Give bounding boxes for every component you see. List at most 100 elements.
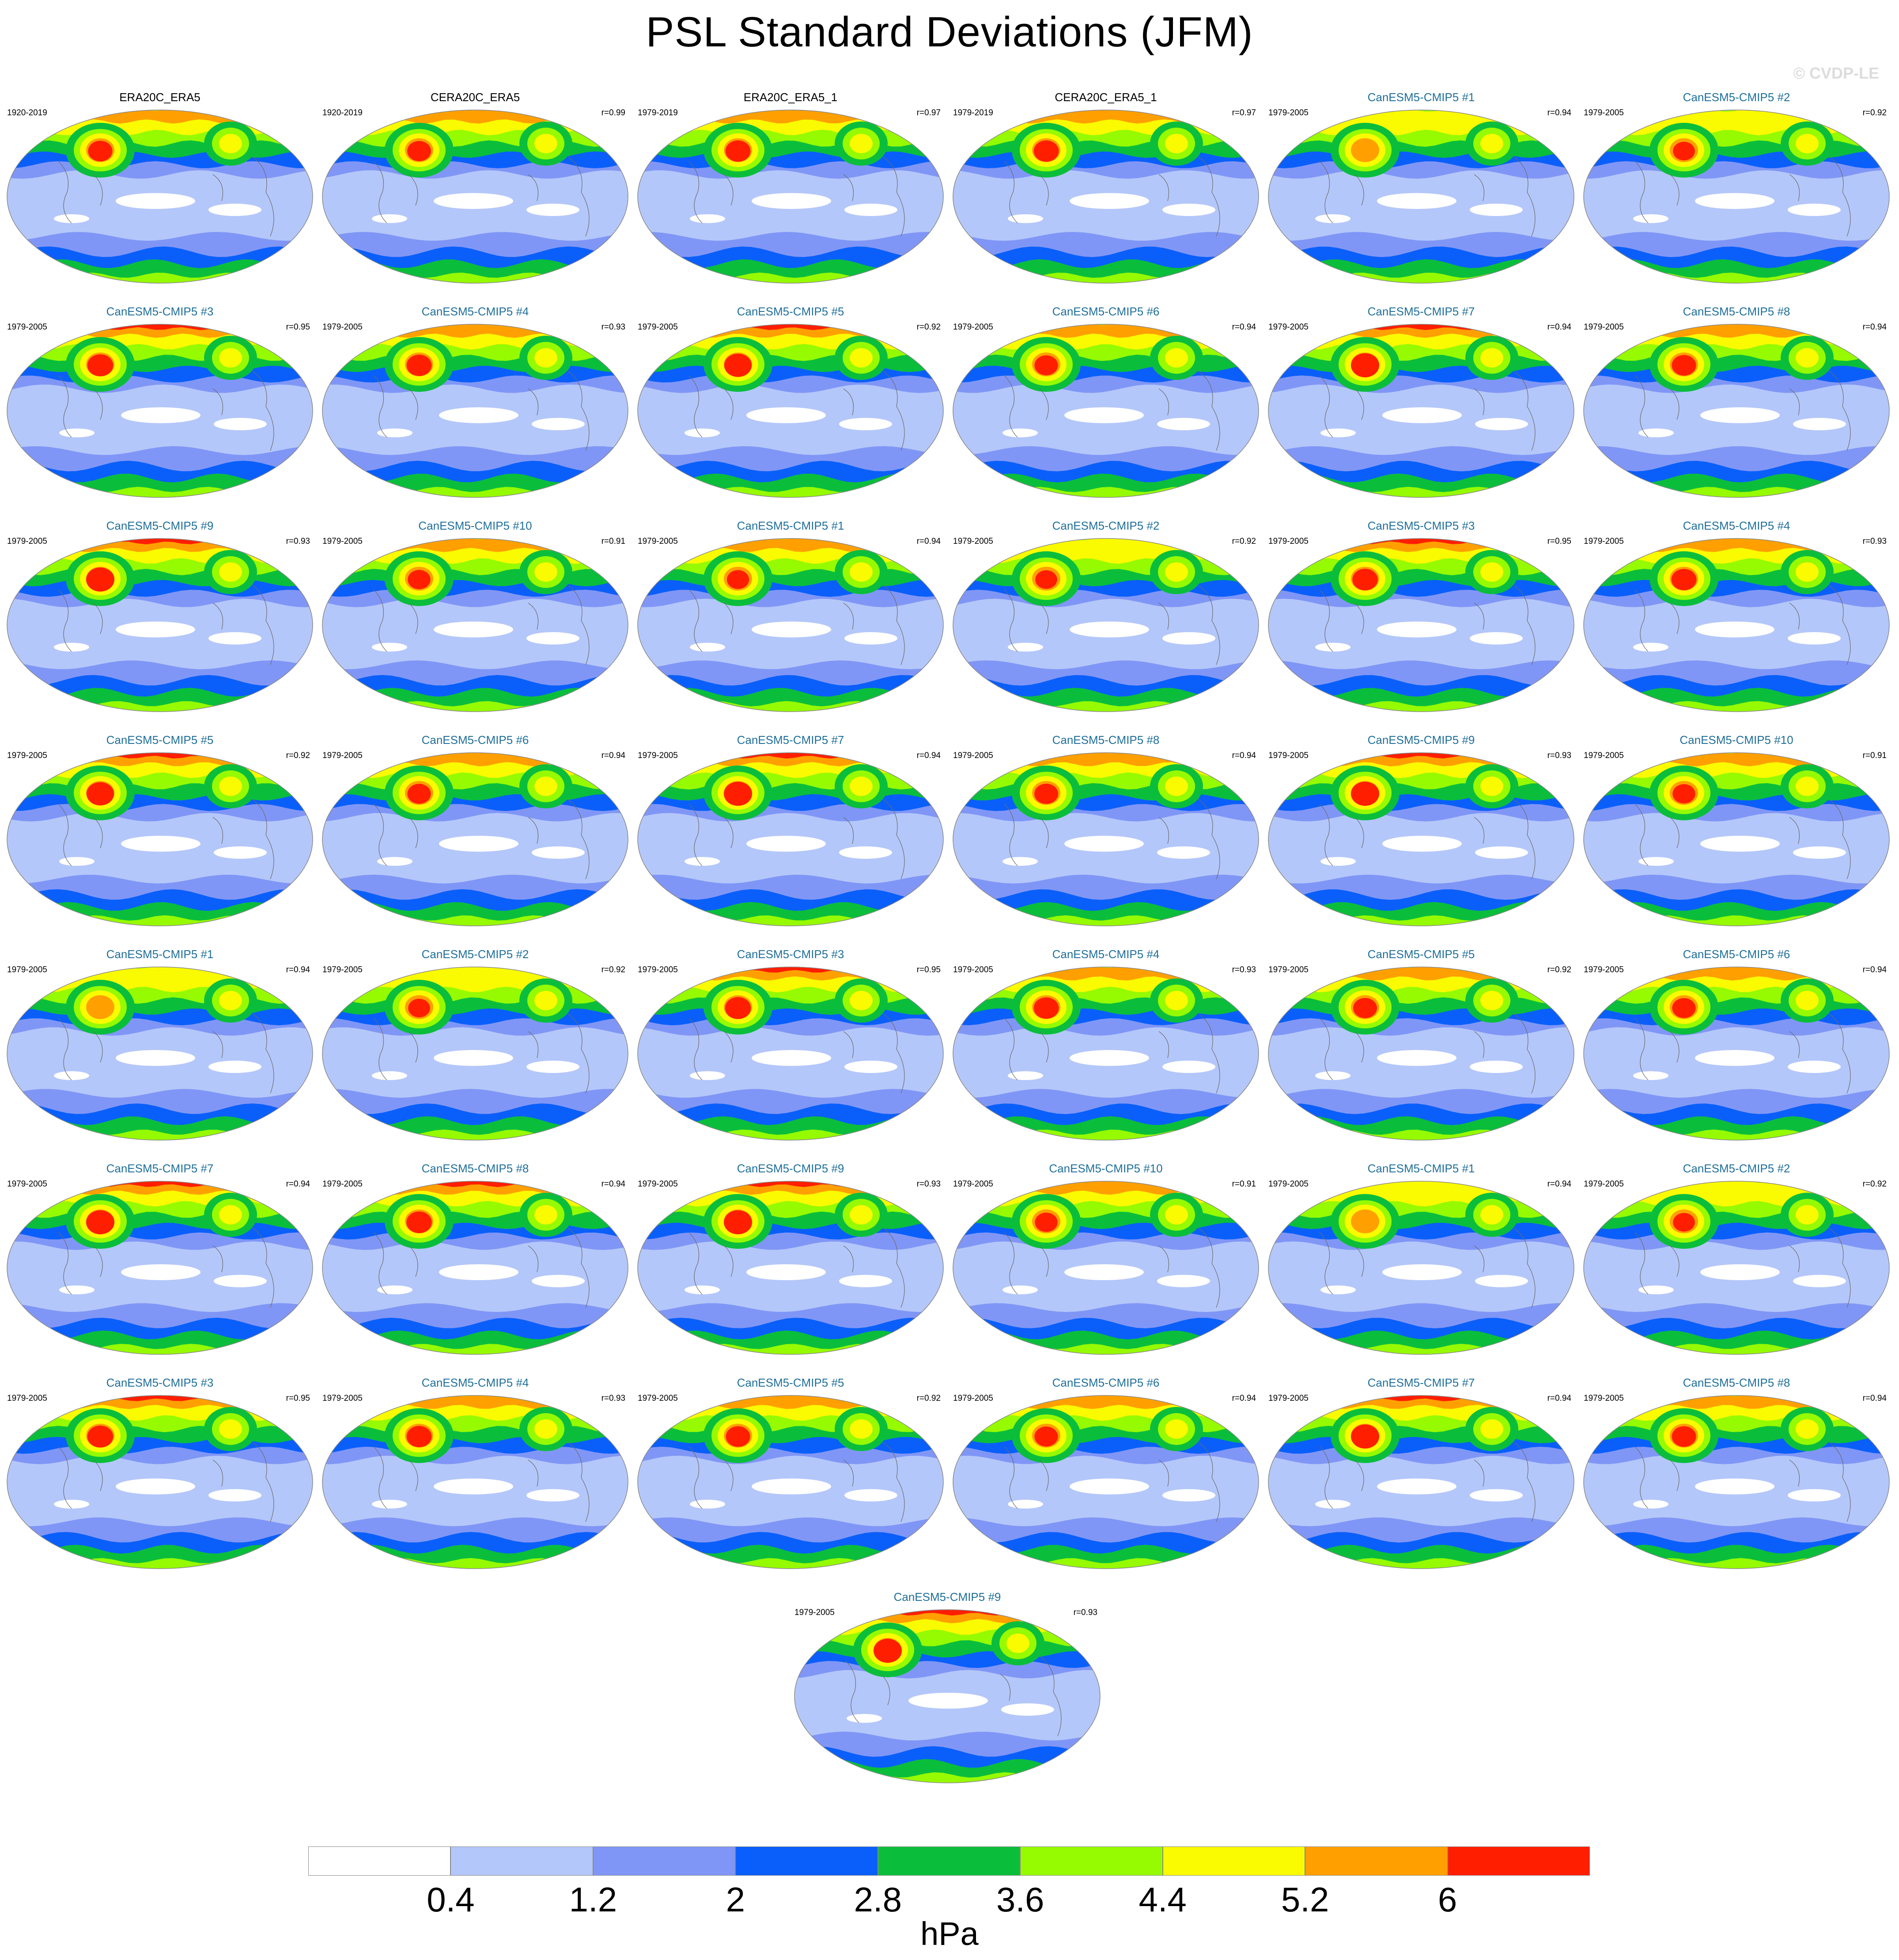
tropical-low-variance <box>1008 1500 1043 1509</box>
panel-title: CanESM5-CMIP5 #10 <box>1680 733 1793 747</box>
globe-outline <box>7 538 313 712</box>
map-panel: CanESM5-CMIP5 #7 1979-2005 r=0.94 <box>1267 305 1576 501</box>
colorbar-tick-label: 5.2 <box>1281 1880 1329 1919</box>
tropical-low-variance <box>434 622 513 637</box>
globe-outline <box>637 110 944 284</box>
coastline <box>845 1661 859 1723</box>
tropical-low-variance <box>1162 632 1215 644</box>
coastline <box>1634 375 1649 438</box>
globe-outline <box>1583 752 1890 926</box>
panel-years: 1979-2005 <box>1584 537 1624 546</box>
atlantic-contour-6 <box>1165 134 1188 153</box>
panel-years: 1979-2005 <box>7 537 47 546</box>
atlantic-contour-6 <box>534 777 557 796</box>
atlantic-contour-6 <box>1796 348 1819 368</box>
colorbar-swatch <box>308 1846 451 1876</box>
aleutian-core <box>1034 784 1058 804</box>
panel-correlation: r=0.97 <box>1232 108 1256 118</box>
panel-years: 1979-2005 <box>322 537 363 546</box>
atlantic-contour-6 <box>219 1419 242 1439</box>
panel-title: CanESM5-CMIP5 #4 <box>421 305 529 318</box>
panel-years: 1979-2005 <box>953 1394 993 1403</box>
aleutian-core <box>408 570 431 589</box>
sh-band-5 <box>953 1558 1259 1569</box>
coastline <box>843 1245 854 1273</box>
panel-years: 1979-2005 <box>1584 322 1624 332</box>
coastline <box>1513 371 1536 451</box>
aleutian-core <box>726 1426 750 1447</box>
coastline <box>883 1442 905 1522</box>
globe-map <box>1583 752 1890 926</box>
tropical-low-variance <box>752 1050 831 1066</box>
panel-years: 1920-2019 <box>7 108 47 118</box>
nh-band-8 <box>1268 538 1574 545</box>
panel-title: CanESM5-CMIP5 #2 <box>1683 1162 1790 1175</box>
coastline <box>883 156 905 237</box>
coastline <box>1319 589 1333 652</box>
tropical-low-variance <box>1700 836 1780 852</box>
atlantic-contour-6 <box>534 348 557 368</box>
coastline <box>1829 156 1851 237</box>
atlantic-contour-6 <box>850 1205 873 1225</box>
globe-map <box>1268 110 1574 284</box>
atlantic-contour-6 <box>1480 991 1503 1010</box>
tropical-low-variance <box>1315 643 1350 652</box>
panel-title: CanESM5-CMIP5 #8 <box>1052 733 1160 747</box>
tropical-low-variance <box>1070 1050 1149 1066</box>
panel-title: CanESM5-CMIP5 #4 <box>1683 519 1790 532</box>
coastline <box>212 1031 223 1058</box>
coastline <box>843 1460 854 1487</box>
atlantic-contour-6 <box>534 562 557 582</box>
nh-band-7 <box>1584 753 1889 766</box>
tropical-low-variance <box>1470 1489 1523 1501</box>
panel-years: 1979-2005 <box>953 537 993 546</box>
coastline <box>567 156 590 237</box>
panel-correlation: r=0.95 <box>286 322 310 332</box>
panel-correlation: r=0.92 <box>1232 537 1256 546</box>
tropical-low-variance <box>1001 1703 1054 1716</box>
coastline <box>1354 174 1364 206</box>
panel-correlation: r=0.95 <box>286 1394 310 1403</box>
coastline <box>373 375 387 438</box>
panel-title: CanESM5-CMIP5 #9 <box>106 519 214 532</box>
coastline <box>252 585 274 665</box>
coastline <box>212 1245 223 1273</box>
coastline <box>1789 174 1800 201</box>
coastline <box>212 388 223 416</box>
aleutian-core <box>406 1211 432 1233</box>
tropical-low-variance <box>377 857 412 866</box>
atlantic-contour-6 <box>1480 348 1503 368</box>
colorbar-swatch <box>1020 1846 1163 1876</box>
nh-band-8 <box>794 1610 1100 1616</box>
tropical-low-variance <box>1633 1500 1668 1509</box>
nh-band-7 <box>953 1181 1259 1195</box>
aleutian-core <box>1351 353 1379 378</box>
aleutian-core <box>874 1638 902 1663</box>
tropical-low-variance <box>1070 193 1149 209</box>
panel-title: CanESM5-CMIP5 #6 <box>1052 1376 1160 1389</box>
globe-outline <box>1268 752 1574 926</box>
atlantic-contour-6 <box>1165 1205 1188 1225</box>
coastline <box>1670 1460 1680 1491</box>
atlantic-contour-6 <box>1165 562 1188 582</box>
coastline <box>1474 1031 1485 1058</box>
globe-map <box>322 1395 628 1569</box>
coastline <box>93 1460 103 1491</box>
panel-years: 1979-2005 <box>1268 751 1309 760</box>
nh-band-7 <box>1268 967 1574 981</box>
map-panel: CanESM5-CMIP5 #10 1979-2005 r=0.91 <box>321 519 630 716</box>
coastline <box>1513 1228 1536 1308</box>
panel-correlation: r=0.94 <box>1862 322 1887 332</box>
coastline <box>724 1245 734 1277</box>
coastline <box>93 388 103 420</box>
panel-years: 1979-2005 <box>322 1179 363 1189</box>
globe-map <box>322 1181 628 1355</box>
panel-title: CanESM5-CMIP5 #3 <box>1367 519 1475 532</box>
globe-map <box>953 752 1259 926</box>
atlantic-contour-6 <box>1796 777 1819 796</box>
tropical-low-variance <box>1470 632 1523 644</box>
globe-outline <box>637 752 944 926</box>
tropical-low-variance <box>1788 1061 1841 1073</box>
globe-map <box>953 967 1259 1141</box>
coastline <box>1513 799 1536 880</box>
